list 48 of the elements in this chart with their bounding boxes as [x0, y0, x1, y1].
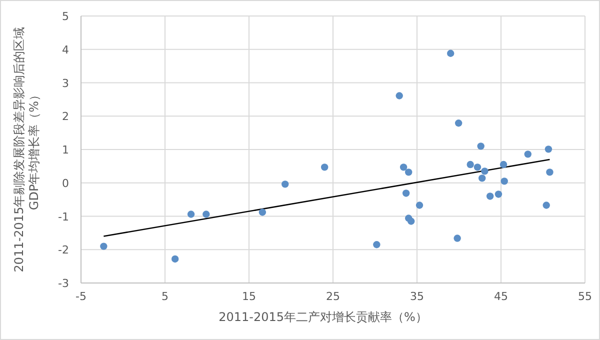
point	[474, 164, 482, 171]
x-tick-label: 45	[494, 290, 508, 303]
y-tick-label: 0	[62, 176, 69, 190]
x-tick-label: 55	[578, 290, 592, 303]
y-tick-label: 1	[62, 144, 69, 156]
point	[481, 168, 488, 175]
y-tick-label: -3	[58, 277, 69, 290]
x-tick-label: 15	[242, 290, 256, 303]
point	[171, 255, 179, 263]
y-tick-label: 5	[62, 10, 69, 23]
y-tick-label: -1	[58, 210, 69, 224]
x-axis-title: 2011-2015年二产对增长贡献率（%）	[218, 310, 428, 324]
point	[454, 120, 462, 127]
point	[202, 210, 210, 218]
point	[416, 202, 424, 209]
y-tick-label: 4	[62, 43, 69, 56]
point	[544, 146, 552, 153]
y-tick-label: 2	[62, 110, 69, 124]
point	[100, 242, 108, 250]
point	[486, 192, 494, 200]
point	[478, 174, 486, 182]
point	[187, 210, 195, 218]
point	[466, 160, 474, 168]
x-tick-label: 5	[162, 290, 168, 303]
point	[258, 208, 266, 216]
point	[500, 160, 508, 168]
point	[282, 180, 289, 188]
x-tick-label: 35	[410, 290, 424, 303]
point	[396, 92, 403, 100]
point	[524, 150, 532, 158]
point	[477, 142, 484, 150]
point	[546, 168, 554, 176]
point	[321, 164, 328, 171]
point	[400, 164, 408, 171]
point	[500, 178, 508, 185]
point	[454, 234, 461, 242]
point	[373, 241, 380, 248]
point	[402, 190, 410, 197]
point	[408, 218, 415, 225]
y-axis-title: 2011-2015年剔除发展阶段差异影响后的区域 GDP年均增长率（%）	[12, 26, 41, 272]
x-tick-label: 25	[326, 290, 340, 303]
point	[542, 202, 550, 209]
point	[494, 190, 502, 198]
point	[405, 168, 412, 176]
x-tick-label: -5	[76, 290, 86, 303]
y-tick-label: -2	[58, 244, 69, 257]
y-tick-label: 3	[62, 76, 69, 90]
point	[447, 50, 454, 57]
